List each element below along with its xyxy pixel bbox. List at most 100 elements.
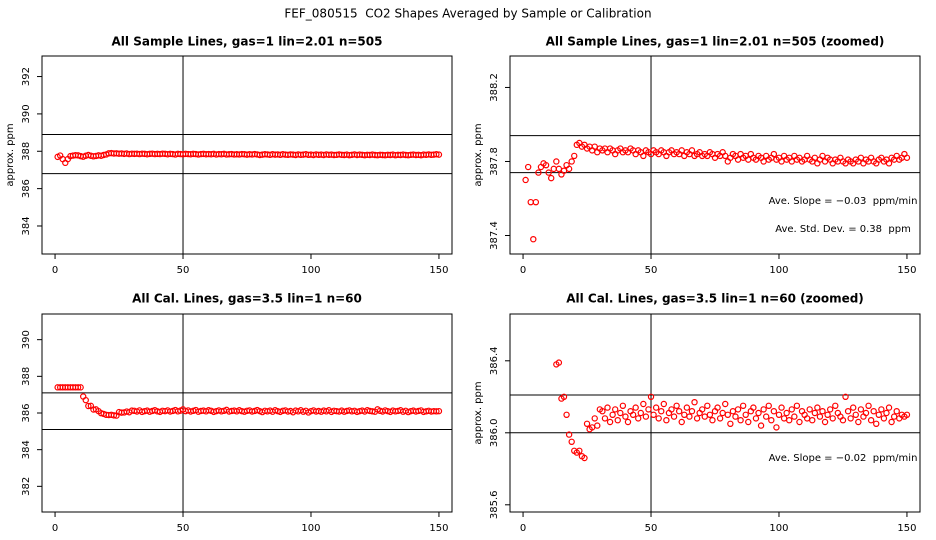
point xyxy=(719,409,726,417)
point xyxy=(714,404,721,411)
point xyxy=(77,384,84,391)
y-tick-label: 382 xyxy=(21,477,32,496)
point xyxy=(709,417,716,424)
point xyxy=(893,408,900,415)
point xyxy=(903,411,911,418)
point xyxy=(110,412,118,419)
point xyxy=(786,417,793,424)
point xyxy=(814,404,821,411)
x-tick-label: 50 xyxy=(177,265,190,276)
point xyxy=(565,165,573,173)
x-tick-label: 150 xyxy=(897,523,916,534)
point xyxy=(737,417,744,424)
panel: All Cal. Lines, gas=3.5 lin=1 n=60 0 50 100… xyxy=(21,292,453,534)
point xyxy=(594,422,601,429)
point xyxy=(668,406,675,413)
point xyxy=(850,404,857,411)
point xyxy=(542,161,550,169)
y-axis-label: approx. ppm xyxy=(5,123,16,186)
point xyxy=(699,406,706,413)
point xyxy=(734,406,742,413)
y-axis-label: approx. ppm xyxy=(473,123,484,186)
point xyxy=(755,409,762,417)
x-tick-label: 50 xyxy=(177,523,190,534)
point xyxy=(545,169,552,176)
point xyxy=(531,178,536,183)
point xyxy=(645,406,652,413)
point xyxy=(538,178,543,183)
point xyxy=(652,404,660,411)
point xyxy=(816,413,824,420)
point xyxy=(74,384,82,391)
x-tick-label: 0 xyxy=(52,523,58,534)
point xyxy=(433,408,440,415)
panel: All Sample Lines, gas=1 lin=2.01 n=505 ap… xyxy=(5,35,453,276)
point xyxy=(791,413,798,420)
panel-title: All Cal. Lines, gas=3.5 lin=1 n=60 (zoom… xyxy=(566,292,864,306)
point xyxy=(435,151,443,158)
point xyxy=(880,415,888,422)
point xyxy=(739,402,747,409)
point xyxy=(765,402,772,409)
point xyxy=(770,408,778,415)
point xyxy=(673,402,680,409)
panel-title: All Cal. Lines, gas=3.5 lin=1 n=60 xyxy=(132,292,362,306)
point xyxy=(647,393,655,400)
point xyxy=(528,178,533,183)
point xyxy=(622,413,629,420)
point xyxy=(606,418,614,426)
x-tick-label: 150 xyxy=(897,265,916,276)
point xyxy=(842,393,849,400)
point xyxy=(752,415,760,422)
point xyxy=(435,407,443,415)
point xyxy=(635,415,642,422)
point xyxy=(642,413,650,420)
point xyxy=(568,438,575,445)
point xyxy=(706,411,714,418)
figure-title: FEF_080515 CO2 Shapes Averaged by Sample… xyxy=(284,7,651,21)
point xyxy=(742,411,749,418)
point xyxy=(773,424,780,431)
point xyxy=(568,158,575,165)
point xyxy=(796,418,803,426)
point xyxy=(885,404,893,411)
points xyxy=(528,178,911,462)
point xyxy=(750,404,757,411)
point xyxy=(757,422,765,429)
point xyxy=(536,178,541,183)
x-tick-label: 100 xyxy=(301,523,320,534)
point xyxy=(563,411,570,418)
point xyxy=(619,402,627,409)
point xyxy=(844,408,852,415)
point xyxy=(693,415,701,422)
y-tick-label: 386.0 xyxy=(489,418,500,447)
point xyxy=(551,304,556,309)
point xyxy=(867,417,875,424)
point xyxy=(611,406,619,413)
point xyxy=(778,404,785,411)
point xyxy=(729,408,737,415)
point xyxy=(632,404,639,411)
point xyxy=(768,417,775,424)
point xyxy=(839,417,847,424)
points xyxy=(54,149,443,167)
point xyxy=(640,152,647,160)
point xyxy=(565,431,573,438)
point xyxy=(821,418,829,426)
y-tick-label: 387.8 xyxy=(489,147,500,176)
y-tick-label: 390 xyxy=(21,330,32,349)
annotation: Ave. Std. Dev. = 0.38 ppm xyxy=(775,224,911,235)
y-tick-label: 386 xyxy=(21,403,32,422)
point xyxy=(775,411,783,418)
point xyxy=(601,415,609,422)
plot-frame xyxy=(41,55,453,255)
point xyxy=(658,408,665,415)
point xyxy=(788,406,795,413)
point xyxy=(678,418,685,426)
point xyxy=(878,406,885,413)
point xyxy=(637,409,644,417)
point xyxy=(819,408,826,415)
point xyxy=(581,454,588,462)
point xyxy=(832,402,839,409)
